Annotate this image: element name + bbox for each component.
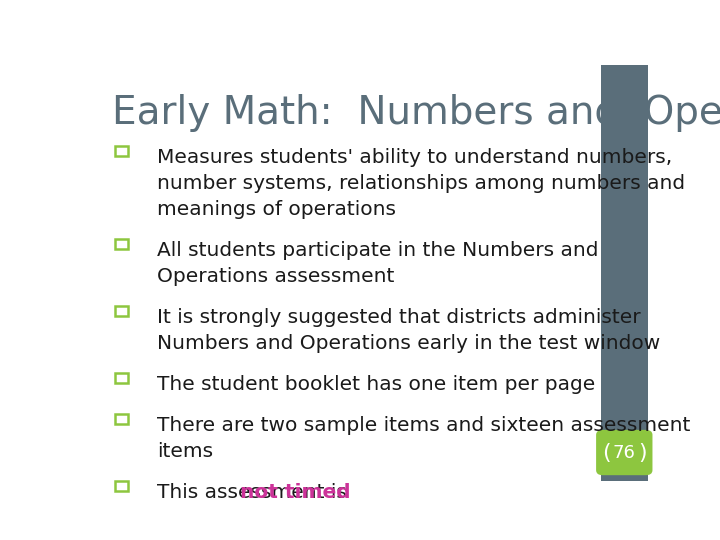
FancyBboxPatch shape bbox=[596, 430, 652, 475]
FancyBboxPatch shape bbox=[114, 306, 128, 316]
Text: number systems, relationships among numbers and: number systems, relationships among numb… bbox=[157, 174, 685, 193]
Text: meanings of operations: meanings of operations bbox=[157, 200, 396, 219]
Text: All students participate in the Numbers and: All students participate in the Numbers … bbox=[157, 241, 598, 260]
FancyBboxPatch shape bbox=[114, 146, 128, 156]
Text: Measures students' ability to understand numbers,: Measures students' ability to understand… bbox=[157, 148, 672, 167]
Text: The student booklet has one item per page: The student booklet has one item per pag… bbox=[157, 375, 595, 394]
FancyBboxPatch shape bbox=[600, 65, 648, 481]
Text: There are two sample items and sixteen assessment: There are two sample items and sixteen a… bbox=[157, 416, 690, 435]
Text: ): ) bbox=[638, 443, 647, 463]
FancyBboxPatch shape bbox=[114, 414, 128, 424]
Text: not timed: not timed bbox=[240, 483, 351, 502]
Text: This assessment is: This assessment is bbox=[157, 483, 354, 502]
Text: Numbers and Operations early in the test window: Numbers and Operations early in the test… bbox=[157, 334, 660, 353]
Text: Early Math:  Numbers and  Operations: Early Math: Numbers and Operations bbox=[112, 94, 720, 132]
Text: 76: 76 bbox=[613, 443, 636, 462]
Text: (: ( bbox=[602, 443, 611, 463]
Text: It is strongly suggested that districts administer: It is strongly suggested that districts … bbox=[157, 308, 641, 327]
FancyBboxPatch shape bbox=[114, 481, 128, 490]
Text: Operations assessment: Operations assessment bbox=[157, 267, 395, 286]
FancyBboxPatch shape bbox=[114, 239, 128, 249]
Text: items: items bbox=[157, 442, 213, 461]
FancyBboxPatch shape bbox=[114, 373, 128, 383]
